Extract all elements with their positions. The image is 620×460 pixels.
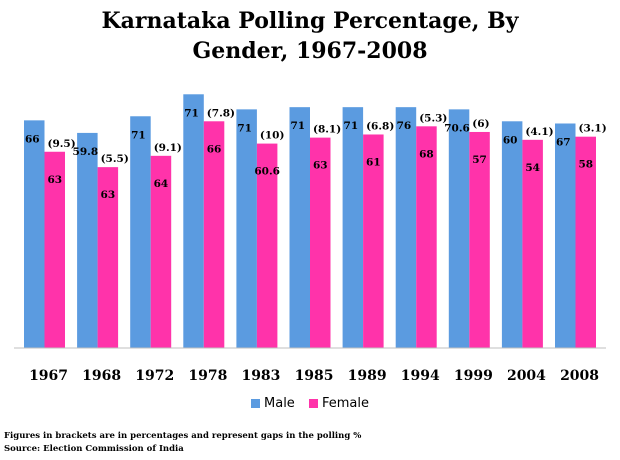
data-label-female-1978: 66 bbox=[207, 143, 222, 155]
gap-label-1989: (6.8) bbox=[366, 120, 394, 132]
gap-label-2008: (3.1) bbox=[579, 123, 607, 135]
data-label-male-1983: 71 bbox=[237, 122, 252, 134]
bar-female-1983 bbox=[256, 143, 278, 348]
bar-male-1967 bbox=[24, 120, 45, 348]
bar-female-2004 bbox=[522, 139, 543, 348]
data-label-male-1985: 71 bbox=[290, 120, 305, 132]
bar-female-1985 bbox=[310, 137, 331, 348]
bar-male-1985 bbox=[289, 107, 310, 348]
gap-label-1999: (6) bbox=[472, 118, 489, 130]
chart-title-line-2: Gender, 1967-2008 bbox=[192, 38, 428, 64]
x-tick-label-1968: 1968 bbox=[82, 368, 121, 384]
data-label-male-1989: 71 bbox=[344, 120, 359, 132]
bar-male-1994 bbox=[395, 107, 417, 348]
data-label-female-1968: 63 bbox=[101, 189, 116, 201]
data-label-male-1994: 76 bbox=[397, 120, 412, 132]
gap-label-1985: (8.1) bbox=[313, 124, 341, 136]
bar-female-1968 bbox=[97, 167, 119, 348]
legend-swatch-female bbox=[308, 399, 318, 408]
chart-title-line-1: Karnataka Polling Percentage, By bbox=[101, 8, 519, 34]
gap-label-1994: (5.3) bbox=[419, 112, 447, 124]
footnote-source: Source: Election Commission of India bbox=[4, 444, 184, 454]
x-tick-label-1989: 1989 bbox=[348, 368, 387, 384]
bar-male-1972 bbox=[130, 116, 151, 348]
data-label-female-1967: 63 bbox=[47, 174, 62, 186]
x-tick-label-1967: 1967 bbox=[29, 368, 68, 384]
gap-label-1967: (9.5) bbox=[48, 138, 76, 150]
x-tick-label-1972: 1972 bbox=[135, 368, 174, 384]
legend-item-female: Female bbox=[308, 396, 369, 411]
data-label-female-1999: 57 bbox=[472, 154, 487, 166]
data-label-male-1972: 71 bbox=[131, 129, 146, 141]
x-tick-label-1994: 1994 bbox=[401, 368, 440, 384]
legend: Male Female bbox=[0, 396, 620, 412]
x-tick-label-2004: 2004 bbox=[507, 368, 546, 384]
bar-female-1972 bbox=[150, 155, 172, 348]
data-label-female-1985: 63 bbox=[313, 160, 328, 172]
x-tick-label-1983: 1983 bbox=[241, 368, 280, 384]
bar-male-1989 bbox=[342, 107, 364, 348]
bar-male-1978 bbox=[183, 94, 204, 349]
x-tick-label-2008: 2008 bbox=[560, 368, 599, 384]
data-label-male-1968: 59.8 bbox=[73, 146, 99, 158]
bar-female-1994 bbox=[416, 126, 437, 348]
legend-label-female: Female bbox=[321, 396, 369, 411]
legend-swatch-male bbox=[251, 399, 261, 408]
data-label-male-2008: 67 bbox=[556, 136, 571, 148]
data-label-male-2004: 60 bbox=[503, 134, 518, 146]
bar-male-2004 bbox=[501, 121, 523, 349]
legend-label-male: Male bbox=[264, 396, 295, 411]
gap-label-1972: (9.1) bbox=[154, 142, 182, 154]
gap-label-1983: (10) bbox=[260, 130, 285, 142]
footnote-gap-note: Figures in brackets are in percentages a… bbox=[4, 431, 362, 441]
data-label-female-1989: 61 bbox=[366, 156, 381, 168]
gap-label-1978: (7.8) bbox=[207, 107, 235, 119]
bar-male-1999 bbox=[448, 109, 470, 348]
x-tick-label-1985: 1985 bbox=[295, 368, 334, 384]
bar-female-1999 bbox=[469, 131, 490, 348]
legend-item-male: Male bbox=[251, 396, 295, 411]
gap-label-2004: (4.1) bbox=[525, 126, 553, 138]
data-label-male-1978: 71 bbox=[184, 107, 199, 119]
x-tick-label-1978: 1978 bbox=[188, 368, 227, 384]
bar-female-1989 bbox=[363, 134, 384, 348]
bar-male-2008 bbox=[555, 123, 576, 349]
bar-female-1978 bbox=[203, 121, 225, 349]
data-label-female-1983: 60.6 bbox=[254, 166, 280, 178]
data-label-female-1994: 68 bbox=[419, 148, 434, 160]
gap-label-1968: (5.5) bbox=[101, 153, 129, 165]
x-tick-label-1999: 1999 bbox=[454, 368, 493, 384]
bar-male-1968 bbox=[77, 132, 98, 348]
data-label-female-2008: 58 bbox=[578, 159, 593, 171]
data-label-female-2004: 54 bbox=[525, 162, 540, 174]
data-label-male-1999: 70.6 bbox=[444, 122, 470, 134]
chart-title: Karnataka Polling Percentage, By Gender,… bbox=[0, 6, 620, 66]
bar-female-1967 bbox=[44, 151, 65, 348]
bar-female-2008 bbox=[575, 136, 596, 348]
data-label-male-1967: 66 bbox=[25, 133, 40, 145]
bar-male-1983 bbox=[236, 109, 257, 348]
data-label-female-1972: 64 bbox=[154, 178, 169, 190]
